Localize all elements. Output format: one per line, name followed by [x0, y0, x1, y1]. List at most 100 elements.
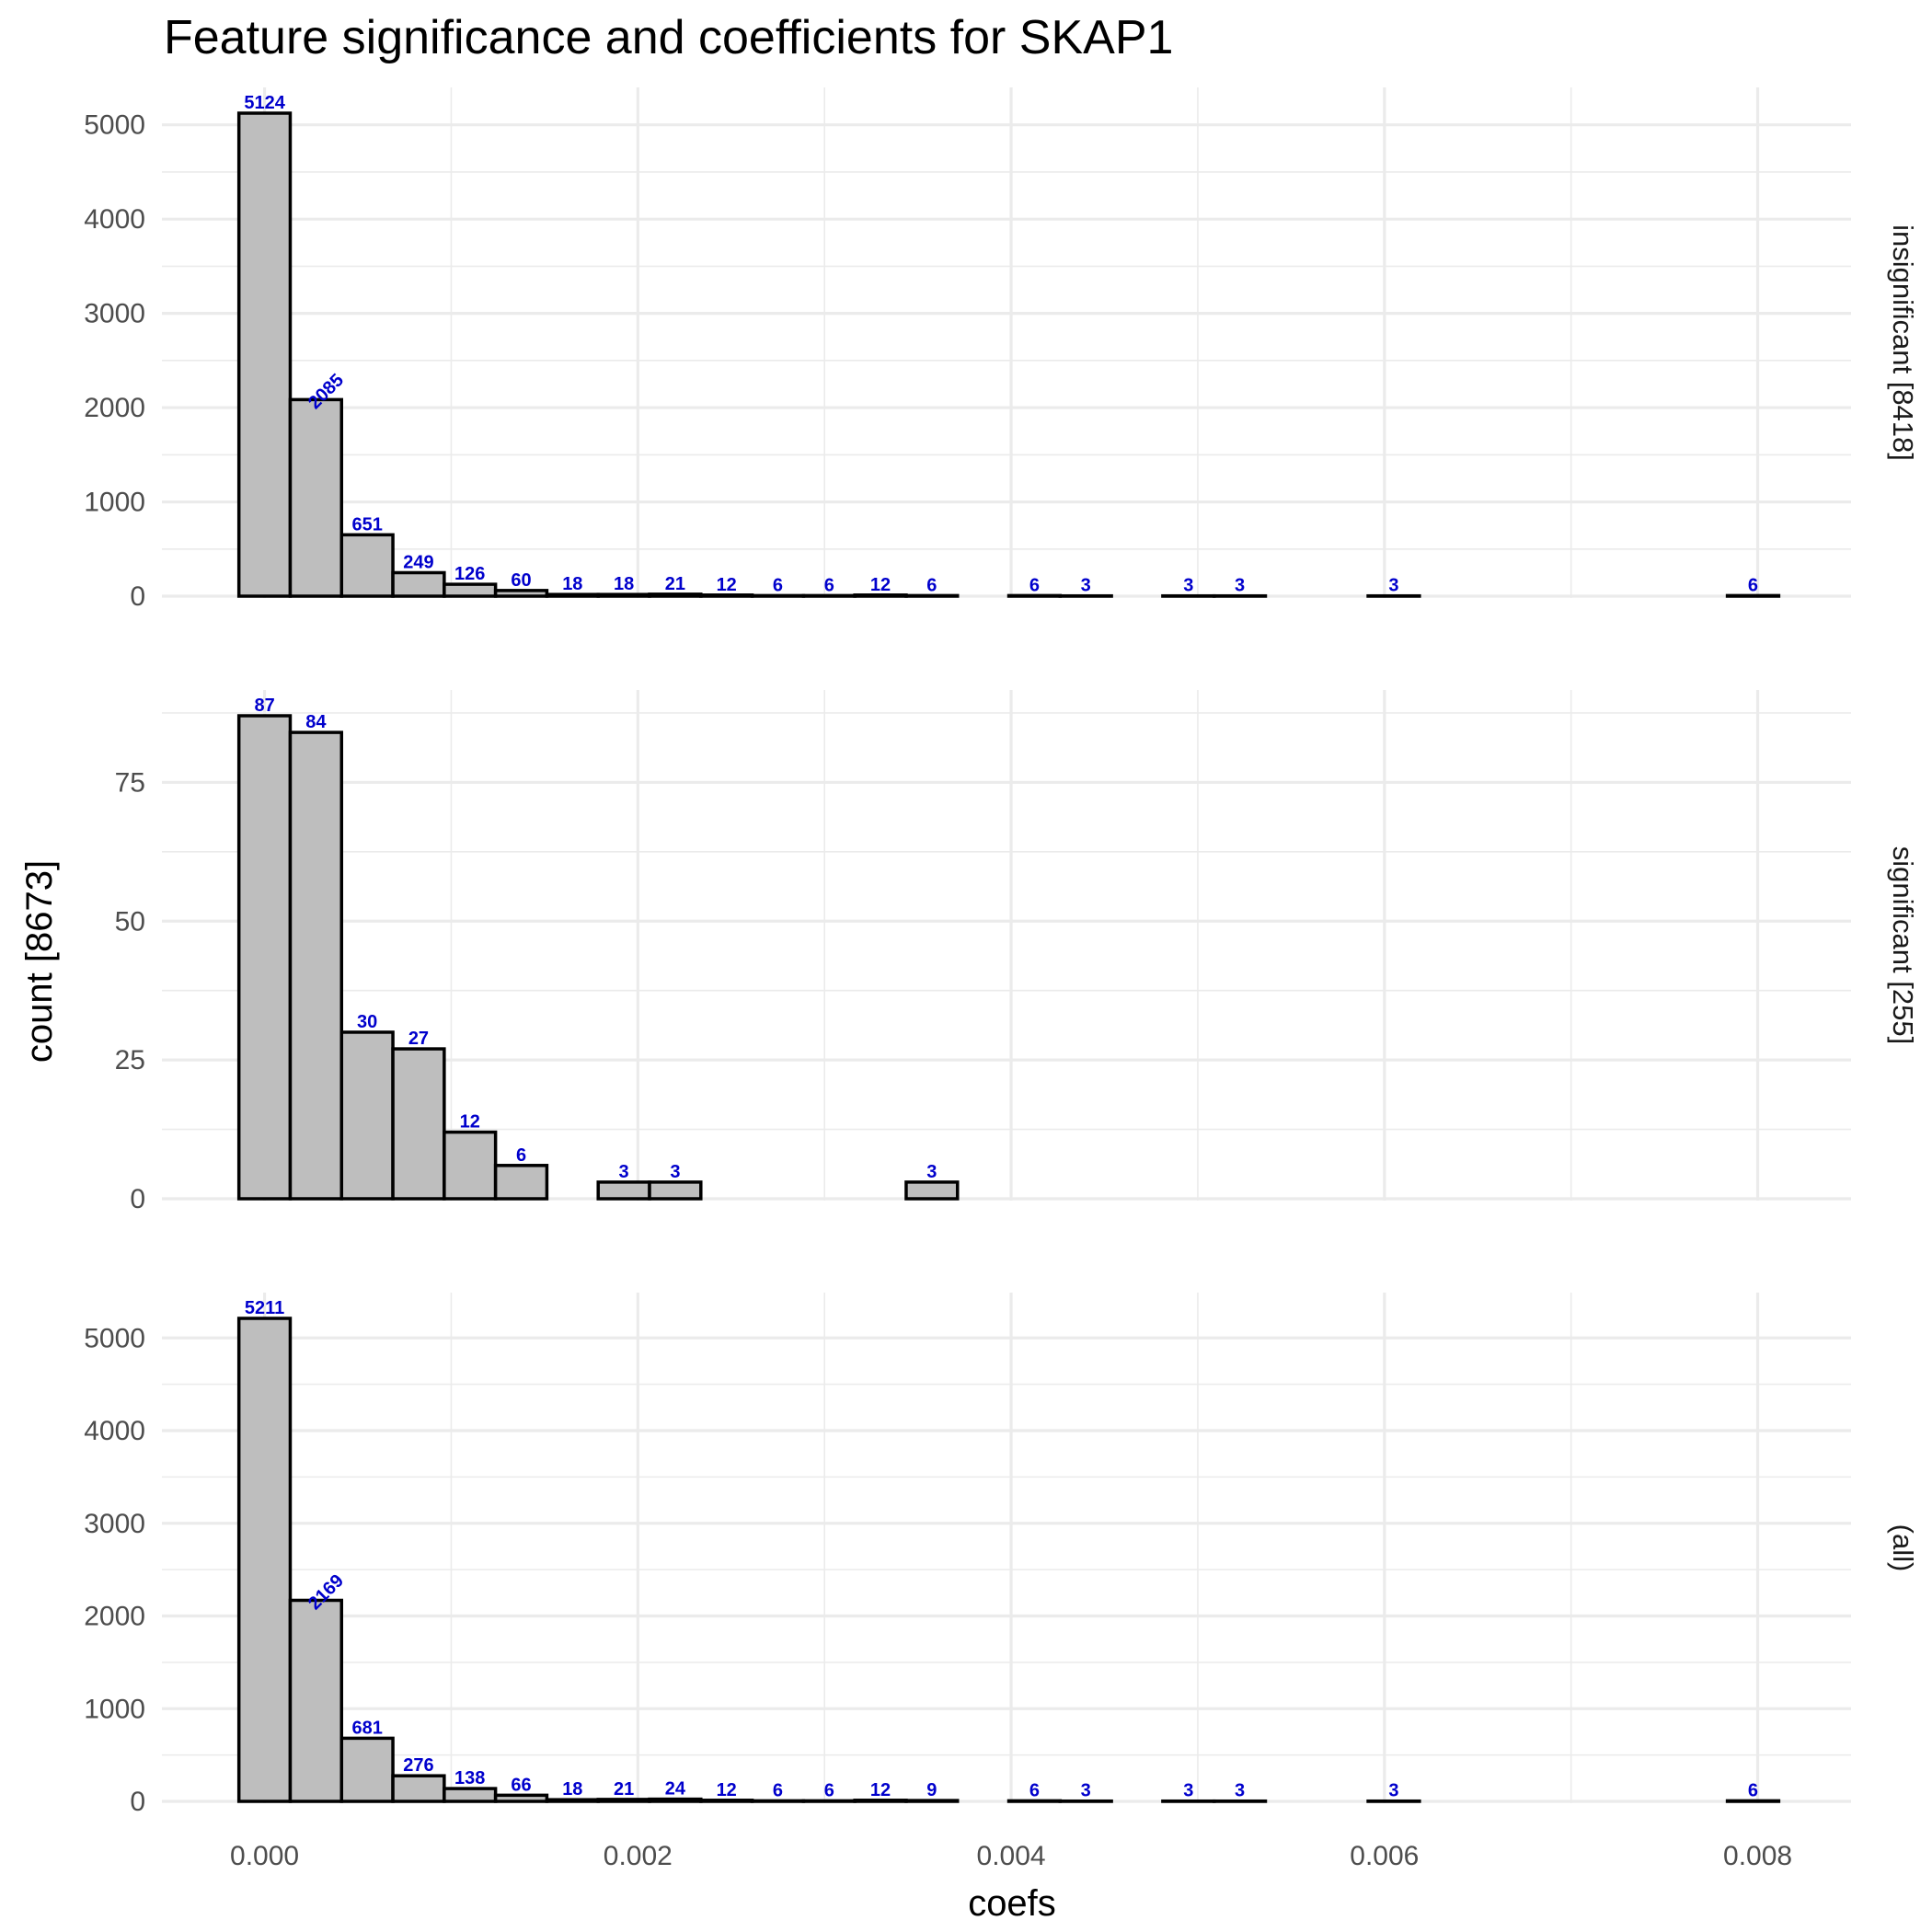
bar-count-label: 30	[357, 1012, 377, 1032]
bar-count-label: 249	[403, 552, 433, 572]
bar-count-label: 5124	[244, 93, 285, 113]
panel-bars	[236, 714, 960, 1201]
y-tick-label: 3000	[84, 299, 145, 329]
bar-count-label: 6	[773, 575, 783, 595]
bar-count-label: 21	[614, 1779, 634, 1800]
bar-count-label: 6	[1029, 575, 1040, 595]
bar	[853, 593, 908, 598]
x-axis: 0.000 0.002 0.004 0.006 0.008	[230, 1841, 1792, 1871]
bar-count-label: 21	[665, 574, 685, 594]
bar	[801, 1799, 857, 1803]
y-tick-label: 4000	[84, 204, 145, 235]
x-tick-label: 0.002	[604, 1841, 673, 1871]
bar-count-label: 87	[254, 696, 274, 716]
bar	[699, 1799, 754, 1803]
bar-count-label: 126	[454, 564, 485, 584]
bar-count-label: 6	[824, 1780, 834, 1800]
y-tick-label: 3000	[84, 1509, 145, 1539]
bar-count-label: 12	[717, 1780, 737, 1800]
bar-count-label: 12	[870, 575, 891, 595]
bar	[648, 1180, 703, 1201]
y-tick-label: 0	[130, 1787, 145, 1817]
bar	[339, 533, 395, 598]
bar	[1006, 1799, 1063, 1803]
bar	[1006, 593, 1063, 598]
bar	[853, 1799, 908, 1803]
y-tick-label: 2000	[84, 1602, 145, 1632]
y-tick-label: 0	[130, 1184, 145, 1214]
bar	[339, 1736, 395, 1803]
bar	[545, 1798, 600, 1803]
facet-strip-label: significant [255]	[1887, 846, 1919, 1044]
bar	[596, 1180, 651, 1201]
bar	[750, 1799, 806, 1803]
bar	[391, 1047, 446, 1201]
bar-count-label: 3	[1081, 1781, 1091, 1801]
y-tick-label: 50	[115, 906, 145, 937]
bar-count-label: 18	[562, 1779, 582, 1800]
x-tick-label: 0.004	[977, 1841, 1046, 1871]
bar-count-label: 3	[1388, 576, 1398, 596]
panel-bars	[236, 111, 1781, 598]
bar	[904, 1180, 960, 1201]
bar-count-label: 3	[1081, 576, 1091, 596]
y-tick-label: 5000	[84, 110, 145, 141]
x-axis-title: coefs	[968, 1883, 1056, 1924]
x-tick-label: 0.000	[230, 1841, 299, 1871]
y-axis-title: count [8673]	[19, 860, 60, 1063]
bar-count-label: 681	[351, 1718, 382, 1738]
bar	[288, 730, 344, 1201]
bar	[801, 593, 857, 598]
bar	[750, 593, 806, 598]
y-tick-label: 2000	[84, 393, 145, 423]
bar-count-label: 12	[460, 1112, 480, 1133]
x-tick-label: 0.006	[1350, 1841, 1419, 1871]
panel-grid	[162, 87, 1851, 598]
bar-count-label: 6	[1748, 1780, 1758, 1800]
y-tick-label: 0	[130, 581, 145, 612]
bar-count-label: 12	[870, 1780, 891, 1800]
bar-count-label: 6	[926, 575, 937, 595]
bar	[236, 714, 293, 1201]
bar	[339, 1030, 395, 1201]
bar-count-label: 651	[351, 514, 382, 535]
bar-count-label: 27	[408, 1029, 429, 1049]
bar-count-label: 84	[305, 712, 327, 732]
bar	[699, 593, 754, 598]
bar	[1725, 593, 1781, 598]
bar-count-label: 6	[516, 1145, 526, 1166]
bar-count-label: 12	[717, 575, 737, 595]
bar	[443, 1130, 498, 1201]
bar-count-label: 6	[1029, 1780, 1040, 1800]
bar	[288, 1598, 344, 1803]
bar	[493, 1793, 549, 1803]
y-tick-label: 25	[115, 1045, 145, 1075]
bar	[904, 593, 960, 598]
bar	[596, 592, 651, 598]
bar-count-label: 138	[454, 1768, 485, 1788]
bar-count-label: 3	[1183, 1781, 1193, 1801]
bar-count-label: 3	[1235, 1781, 1245, 1801]
bar-count-label: 3	[926, 1162, 937, 1182]
bar	[443, 1787, 498, 1803]
bar-count-label: 3	[1183, 576, 1193, 596]
facet-strip-label: (all)	[1887, 1524, 1919, 1572]
bar-count-label: 24	[665, 1779, 686, 1800]
bar	[493, 1164, 549, 1201]
panel-bars	[236, 1317, 1781, 1803]
bar	[648, 1797, 703, 1803]
bar	[443, 582, 498, 598]
bar-count-label: 60	[511, 570, 531, 591]
y-tick-label: 5000	[84, 1323, 145, 1353]
bar	[648, 592, 703, 598]
bar	[1725, 1799, 1781, 1803]
bar	[391, 1774, 446, 1803]
bar-count-label: 6	[824, 575, 834, 595]
